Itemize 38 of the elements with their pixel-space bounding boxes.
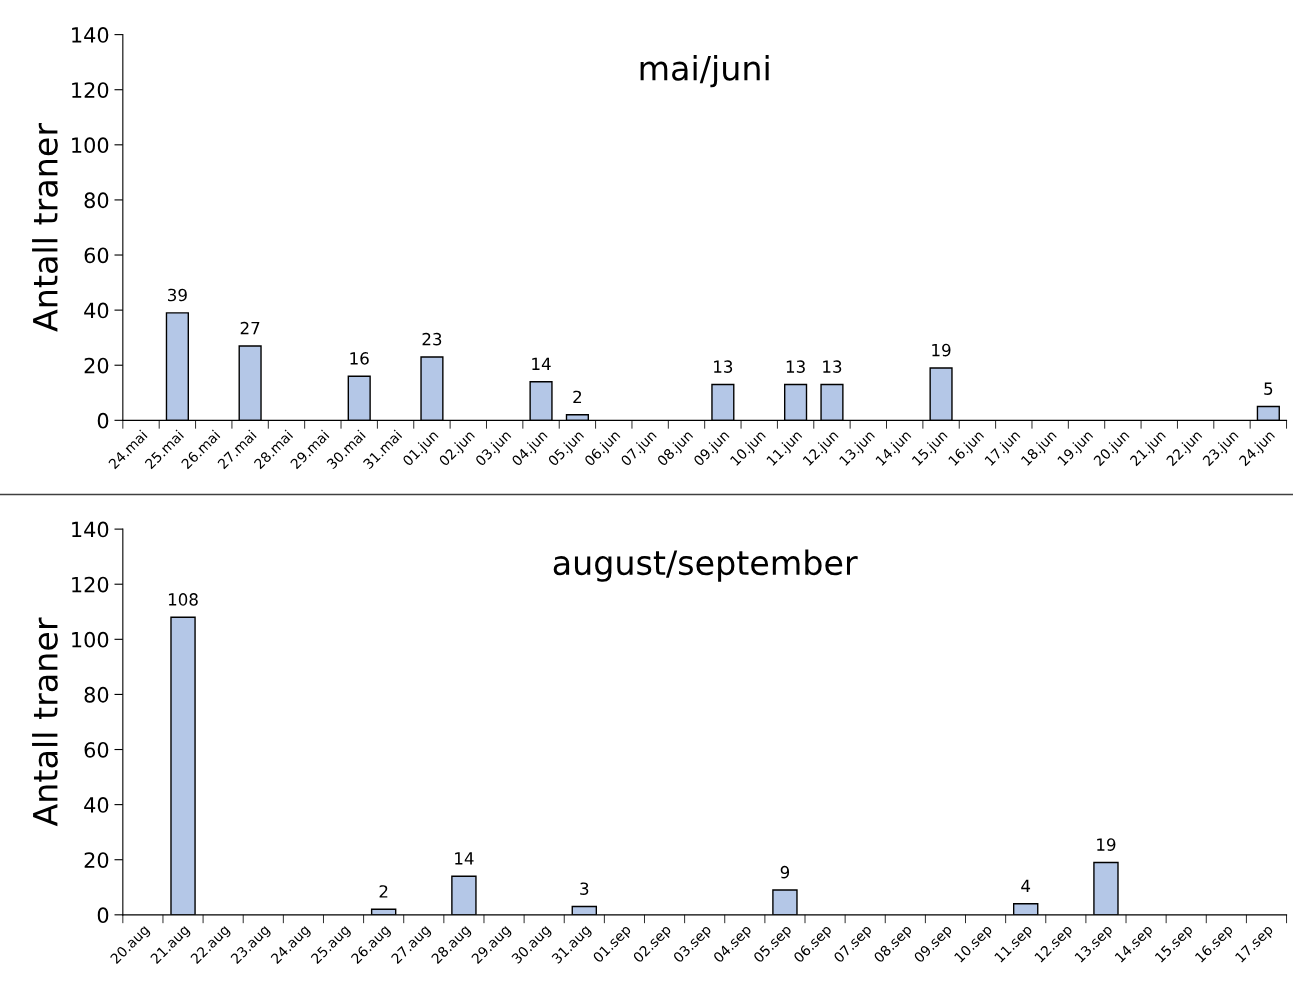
y-tick-label: 80 xyxy=(84,686,109,703)
text: august/september xyxy=(553,549,858,582)
y-tick-label: 140 xyxy=(72,27,109,43)
data-label: 4 xyxy=(1021,879,1031,893)
y-tick-label: 60 xyxy=(84,741,109,758)
y-tick-label: 60 xyxy=(84,247,109,264)
data-label: 5 xyxy=(1264,382,1273,395)
y-tick-label: 40 xyxy=(84,302,109,319)
data-label: 2 xyxy=(573,390,582,404)
data-label: 16 xyxy=(350,352,369,365)
data-label: 2 xyxy=(379,885,388,898)
y-tick-label: 20 xyxy=(84,852,109,868)
data-label: 108 xyxy=(168,593,198,606)
y-tick-label: 140 xyxy=(72,521,109,538)
data-label: 19 xyxy=(1097,838,1116,851)
text: mai/juni xyxy=(640,54,769,88)
data-label: 39 xyxy=(168,288,187,302)
data-label: 3 xyxy=(580,882,589,895)
y-tick-label: 120 xyxy=(72,576,109,593)
data-label: 14 xyxy=(455,852,474,865)
y-tick-label: 80 xyxy=(84,192,109,209)
data-label: 23 xyxy=(422,332,442,346)
y-tick-label: 0 xyxy=(97,412,109,429)
data-label: 13 xyxy=(714,360,733,373)
y-tick-label: 20 xyxy=(84,357,109,374)
data-label: 13 xyxy=(823,360,842,373)
data-label: 9 xyxy=(780,865,790,879)
data-label: 13 xyxy=(786,360,805,373)
y-axis-title: Antall traner xyxy=(32,122,58,332)
data-label: 27 xyxy=(240,321,260,335)
y-tick-label: 0 xyxy=(97,907,109,924)
y-axis-title: Antall traner xyxy=(32,617,58,827)
y-tick-label: 100 xyxy=(72,631,109,648)
y-tick-label: 40 xyxy=(84,797,109,813)
data-label: 14 xyxy=(532,357,551,370)
y-tick-label: 120 xyxy=(72,82,109,98)
y-tick-label: 100 xyxy=(72,137,109,154)
data-label: 19 xyxy=(932,343,951,357)
